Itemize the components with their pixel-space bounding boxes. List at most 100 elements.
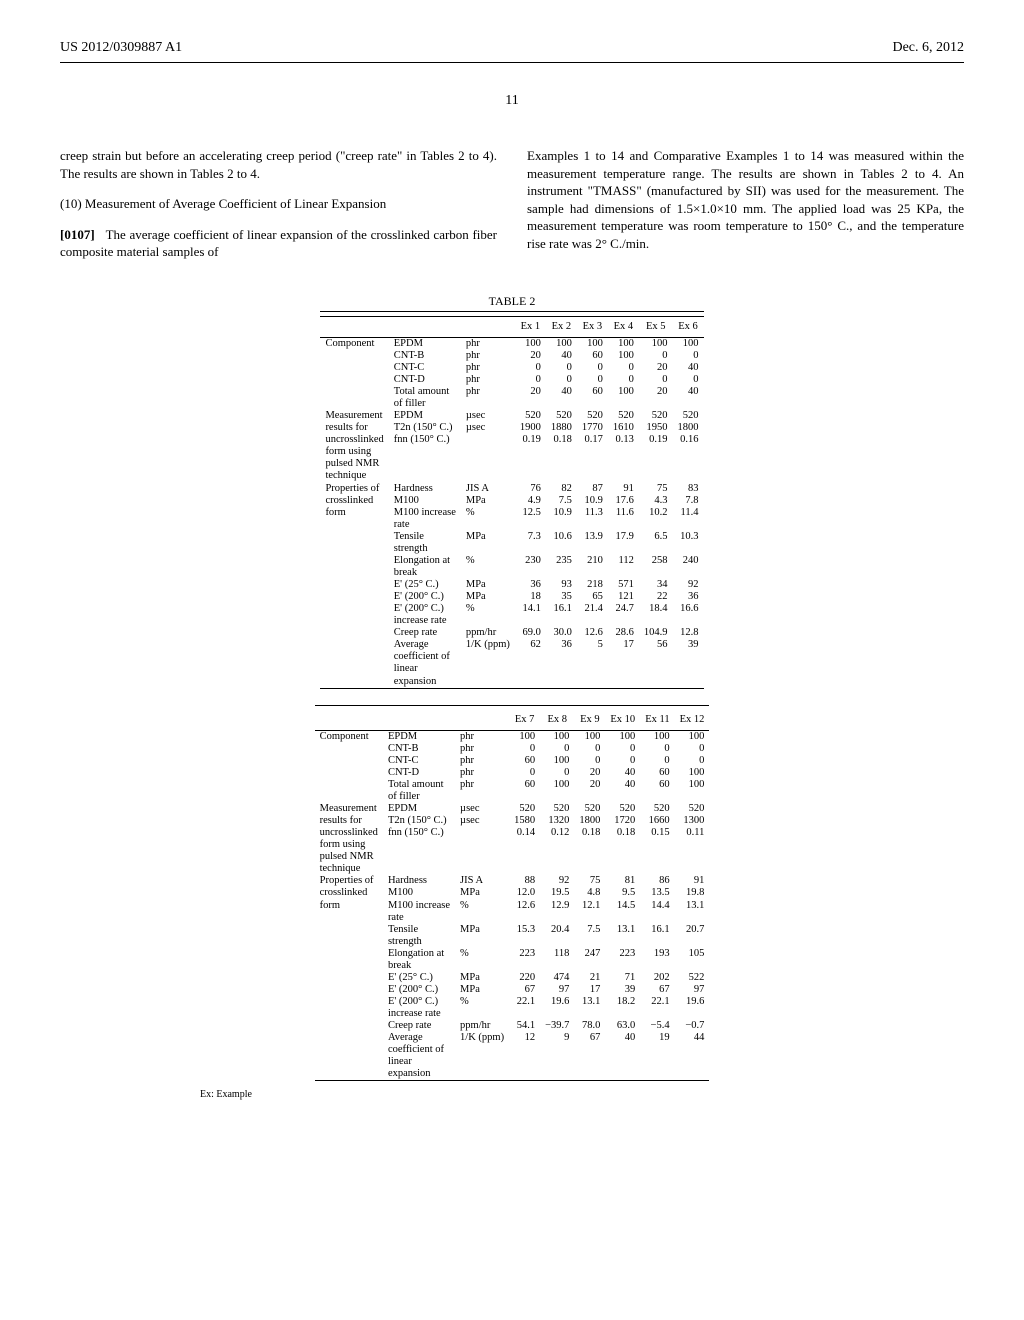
cell-value: 100 <box>675 779 710 791</box>
unit-label: MPa <box>461 531 515 543</box>
cell-value: 20 <box>639 362 673 374</box>
cell-value: 91 <box>675 875 710 887</box>
cell-value: 0.14 <box>509 827 540 839</box>
cell-value: 520 <box>673 410 704 422</box>
cell-value: 10.9 <box>577 495 608 507</box>
cell-value: 60 <box>640 779 674 791</box>
row-label: Total amount <box>383 779 455 791</box>
cell-value: 12.5 <box>515 507 546 519</box>
cell-value: 520 <box>640 803 674 815</box>
group-label <box>315 948 383 960</box>
cell-value: 0 <box>675 743 710 755</box>
cell-value: 4.3 <box>639 495 673 507</box>
group-label <box>320 639 388 651</box>
group-label: Component <box>315 730 383 743</box>
cell-value: 474 <box>540 972 574 984</box>
cell-value: 0.15 <box>640 827 674 839</box>
group-label <box>320 362 388 374</box>
row-label: E' (25° C.) <box>389 579 461 591</box>
cell-value: 0 <box>608 362 639 374</box>
unit-label: µsec <box>455 815 509 827</box>
table-title: TABLE 2 <box>60 294 964 309</box>
cell-value: 15.3 <box>509 924 540 936</box>
cell-value: 40 <box>673 386 704 398</box>
row-label: E' (200° C.) <box>389 603 461 615</box>
cell-value: 24.7 <box>608 603 639 615</box>
group-label <box>320 350 388 362</box>
row-label: Creep rate <box>383 1020 455 1032</box>
cell-value: 0 <box>577 362 608 374</box>
row-label: fnn (150° C.) <box>383 827 455 839</box>
cell-value: 30.0 <box>546 627 577 639</box>
cell-value: 40 <box>673 362 704 374</box>
row-label: EPDM <box>389 410 461 422</box>
unit-label: phr <box>461 337 515 350</box>
body-text: Examples 1 to 14 and Comparative Example… <box>527 147 964 252</box>
cell-value: 9.5 <box>605 887 640 899</box>
group-label: form <box>320 507 388 519</box>
cell-value: 16.6 <box>673 603 704 615</box>
cell-value: 0 <box>509 767 540 779</box>
unit-label: % <box>455 948 509 960</box>
row-label: E' (25° C.) <box>383 972 455 984</box>
cell-value: 12.9 <box>540 900 574 912</box>
cell-value: 60 <box>577 350 608 362</box>
row-label: CNT-D <box>389 374 461 386</box>
cell-value: 40 <box>605 1032 640 1044</box>
col-header: Ex 9 <box>574 710 605 731</box>
cell-value: 69.0 <box>515 627 546 639</box>
row-label: CNT-C <box>383 755 455 767</box>
cell-value: 0.13 <box>608 434 639 446</box>
unit-label: phr <box>461 374 515 386</box>
cell-value: 1800 <box>574 815 605 827</box>
cell-value: 0 <box>640 755 674 767</box>
row-label: EPDM <box>383 803 455 815</box>
group-label: uncrosslinked <box>315 827 383 839</box>
cell-value: 258 <box>639 555 673 567</box>
col-header: Ex 7 <box>509 710 540 731</box>
group-label: form <box>315 900 383 912</box>
group-label <box>315 924 383 936</box>
cell-value: 4.9 <box>515 495 546 507</box>
group-label: Measurement <box>315 803 383 815</box>
row-label: CNT-D <box>383 767 455 779</box>
unit-label: % <box>461 603 515 615</box>
paragraph-number: [0107] <box>60 227 95 242</box>
cell-value: 0 <box>605 755 640 767</box>
cell-value: 13.1 <box>605 924 640 936</box>
cell-value: 7.5 <box>546 495 577 507</box>
cell-value: 12.0 <box>509 887 540 899</box>
cell-value: 1660 <box>640 815 674 827</box>
cell-value: 19.6 <box>675 996 710 1008</box>
cell-value: 100 <box>675 767 710 779</box>
cell-value: 100 <box>639 337 673 350</box>
cell-value: 28.6 <box>608 627 639 639</box>
cell-value: 118 <box>540 948 574 960</box>
group-label <box>315 767 383 779</box>
col-header: Ex 2 <box>546 316 577 337</box>
cell-value: 40 <box>605 779 640 791</box>
cell-value: 82 <box>546 483 577 495</box>
cell-value: 0 <box>515 374 546 386</box>
cell-value: 0.11 <box>675 827 710 839</box>
group-label <box>320 386 388 398</box>
group-label: results for <box>320 422 388 434</box>
cell-value: 60 <box>640 767 674 779</box>
cell-value: 17 <box>574 984 605 996</box>
row-label: Hardness <box>383 875 455 887</box>
row-label: T2n (150° C.) <box>389 422 461 434</box>
unit-label: phr <box>455 730 509 743</box>
row-label: Creep rate <box>389 627 461 639</box>
unit-label: phr <box>461 386 515 398</box>
unit-label: phr <box>455 767 509 779</box>
cell-value: 7.5 <box>574 924 605 936</box>
cell-value: 67 <box>509 984 540 996</box>
cell-value: 220 <box>509 972 540 984</box>
cell-value: 62 <box>515 639 546 651</box>
cell-value: 11.6 <box>608 507 639 519</box>
cell-value: 11.3 <box>577 507 608 519</box>
row-label: fnn (150° C.) <box>389 434 461 446</box>
body-text-span: The average coefficient of linear expans… <box>60 227 497 260</box>
table-footnote: Ex: Example <box>200 1089 964 1100</box>
cell-value: 100 <box>546 337 577 350</box>
